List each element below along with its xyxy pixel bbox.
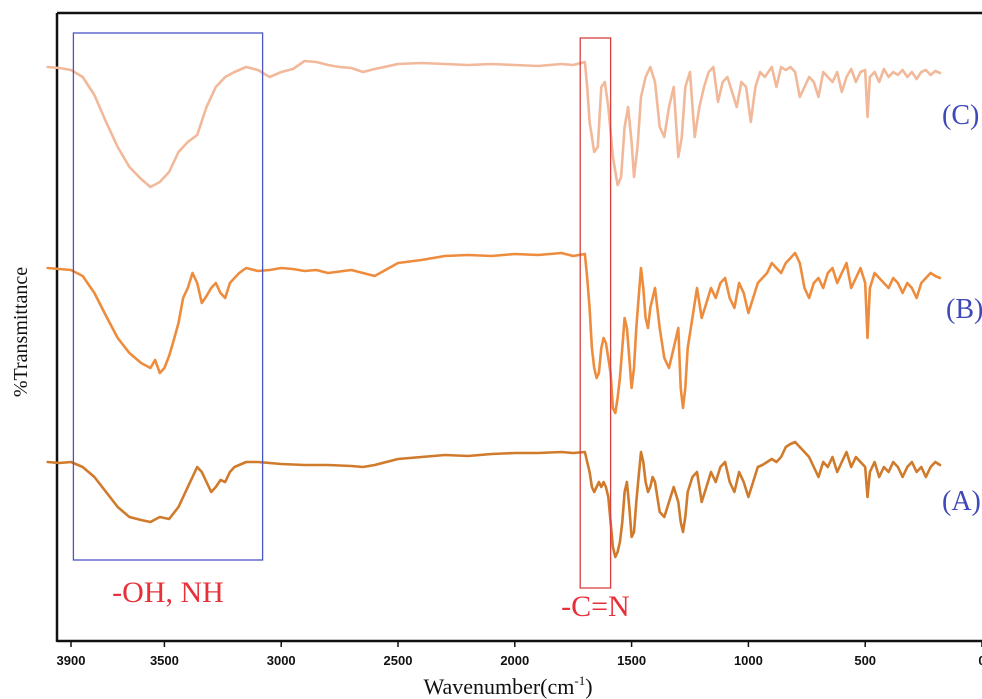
series-line-b bbox=[46, 251, 942, 415]
region-box-cn bbox=[579, 37, 612, 589]
x-tick-layer: 3900 3500 3000 2500 2000 1500 1000 500 0 bbox=[57, 641, 982, 668]
series-layer bbox=[46, 59, 942, 559]
x-axis-label-main: Wavenumber(cm bbox=[423, 674, 574, 699]
region-label-cn: -C=N bbox=[561, 590, 630, 623]
region-box-oh-nh bbox=[72, 32, 264, 561]
region-layer: -OH, NH -C=N bbox=[72, 32, 630, 623]
series-label-c: (C) bbox=[942, 100, 979, 131]
x-tick-label: 2500 bbox=[384, 653, 413, 668]
x-tick-label: 3000 bbox=[267, 653, 296, 668]
x-tick-label: 1000 bbox=[734, 653, 763, 668]
y-axis-label: %Transmittance bbox=[10, 267, 32, 397]
series-label-layer: (C) (B) (A) bbox=[942, 100, 982, 517]
x-axis-label-superscript: -1 bbox=[574, 673, 585, 688]
x-axis-label: Wavenumber(cm-1) bbox=[423, 673, 592, 699]
x-tick-label: 1500 bbox=[617, 653, 646, 668]
x-tick-label: 0 bbox=[978, 653, 982, 668]
x-tick-label: 3500 bbox=[150, 653, 179, 668]
series-label-a: (A) bbox=[942, 486, 981, 517]
x-axis-label-tail: ) bbox=[585, 674, 592, 699]
x-tick-label: 2000 bbox=[500, 653, 529, 668]
series-line-a bbox=[46, 440, 942, 559]
series-line-c bbox=[46, 59, 942, 189]
x-tick-label: 500 bbox=[854, 653, 876, 668]
series-label-b: (B) bbox=[946, 294, 982, 325]
region-label-oh-nh: -OH, NH bbox=[112, 576, 224, 609]
x-tick-label: 3900 bbox=[57, 653, 86, 668]
